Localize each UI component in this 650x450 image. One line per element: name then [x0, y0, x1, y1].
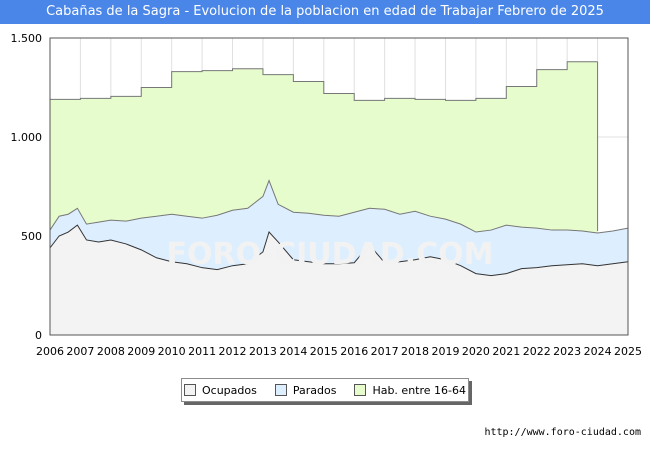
axes: [49, 37, 629, 336]
plot-border: [49, 37, 629, 336]
y-tick-label: 0: [35, 329, 42, 342]
legend-item-parados: Parados: [274, 383, 337, 397]
x-tick-label: 2024: [584, 345, 612, 358]
y-tick-label: 1.000: [11, 131, 43, 144]
x-tick-label: 2019: [431, 345, 459, 358]
series-areas: [49, 61, 629, 335]
legend-label-parados: Parados: [292, 383, 337, 397]
x-tick-label: 2006: [36, 345, 64, 358]
x-tick-label: 2014: [279, 345, 307, 358]
legend-item-ocupados: Ocupados: [183, 383, 257, 397]
legend-item-hab: Hab. entre 16-64: [354, 384, 466, 397]
legend-swatch-parados: [274, 384, 287, 396]
x-axis-labels: 2006 2007 2008 2009 2010 2011 2012 2013 2014 2015…: [36, 345, 642, 358]
legend: Ocupados Parados Hab. entre 16-64: [181, 378, 469, 402]
legend-swatch-ocupados: [183, 384, 196, 396]
x-tick-label: 2012: [219, 345, 247, 358]
line-hab-entre-16-64: [50, 61, 598, 101]
legend-label-ocupados: Ocupados: [201, 383, 257, 397]
x-tick-label: 2025: [614, 345, 642, 358]
x-tick-label: 2015: [310, 345, 338, 358]
x-tick-label: 2013: [249, 345, 277, 358]
x-tick-label: 2009: [127, 345, 155, 358]
y-tick-label: 500: [21, 230, 42, 243]
watermark: FORO-CIUDAD.COM: [167, 237, 494, 272]
x-tick-label: 2023: [553, 345, 581, 358]
x-tick-label: 2018: [401, 345, 429, 358]
x-tick-label: 2020: [462, 345, 490, 358]
x-tick-label: 2007: [66, 345, 94, 358]
line-parados: [49, 179, 629, 234]
legend-label-hab: Hab. entre 16-64: [372, 383, 466, 397]
x-tick-label: 2016: [340, 345, 368, 358]
line-ocupados: [49, 224, 629, 277]
x-tick-label: 2011: [188, 345, 216, 358]
y-axis-labels: 0 500 1.000 1.500: [11, 32, 43, 342]
x-tick-label: 2008: [97, 345, 125, 358]
x-tick-label: 2021: [492, 345, 520, 358]
area-ocupados: [50, 225, 628, 335]
source-link[interactable]: http://www.foro-ciudad.com: [484, 427, 641, 438]
y-tick-label: 1.500: [11, 32, 43, 45]
legend-swatch-hab: [354, 384, 367, 396]
x-tick-label: 2010: [158, 345, 186, 358]
chart-title: Cabañas de la Sagra - Evolucion de la po…: [0, 0, 650, 24]
x-tick-label: 2022: [523, 345, 551, 358]
x-tick-label: 2017: [371, 345, 399, 358]
